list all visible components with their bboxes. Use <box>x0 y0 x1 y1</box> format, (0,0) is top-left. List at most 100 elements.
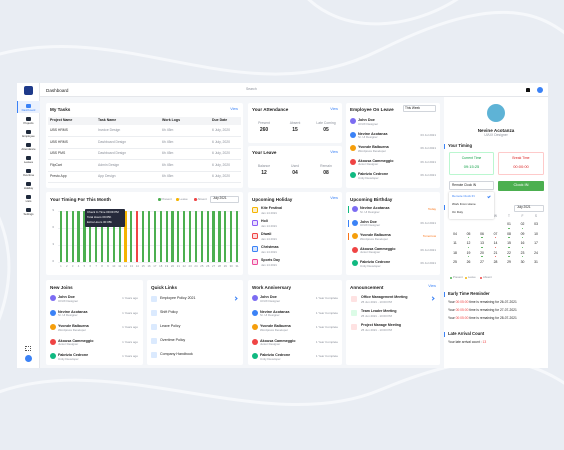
calendar-day[interactable]: 30 <box>520 260 525 264</box>
section-bar <box>444 332 445 337</box>
person-date: Tomorrow <box>422 234 436 238</box>
calendar-day[interactable]: 15 <box>507 241 511 245</box>
nav-item[interactable]: Dashboard <box>21 108 36 112</box>
nav-item[interactable]: Attendance <box>21 147 36 151</box>
view-link[interactable]: View <box>330 196 338 200</box>
day-dot <box>467 246 470 248</box>
view-link[interactable]: View <box>230 106 238 111</box>
quick-link[interactable]: Shift Policy <box>160 310 178 314</box>
person-date: 1 Years ago <box>122 296 138 300</box>
announcement-card <box>346 280 440 365</box>
calendar-day[interactable]: 23 <box>520 250 525 255</box>
calendar-day[interactable]: 16 <box>520 241 525 245</box>
clock-in-button[interactable] <box>498 180 544 191</box>
calendar-day[interactable]: 05 <box>466 231 471 236</box>
calendar-day[interactable]: 22 <box>507 250 511 255</box>
person-name: Fabrizio Cedrone <box>260 353 291 357</box>
calendar-day[interactable]: 03 <box>534 222 538 226</box>
mode-option[interactable]: Work From Home <box>452 202 476 206</box>
calendar-day[interactable]: 20 <box>480 250 484 255</box>
view-link[interactable]: View <box>330 149 338 154</box>
bar <box>230 210 233 262</box>
calendar-month[interactable]: July 2021 <box>517 205 531 209</box>
search-placeholder[interactable]: Search <box>246 87 257 91</box>
calendar-day[interactable]: 11 <box>453 241 457 245</box>
announce-title: Office Management Meeting <box>361 295 408 299</box>
bell-icon[interactable] <box>526 88 530 92</box>
x-tick-label: 18 <box>159 263 163 268</box>
calendar-day[interactable]: 21 <box>493 250 498 255</box>
bar <box>112 210 115 262</box>
nav-item[interactable]: Settings <box>23 212 34 216</box>
announce-date: 25 Jun 2021 - 10:00 PM <box>361 299 392 304</box>
nav-item[interactable]: Projects <box>23 121 34 125</box>
calendar-day[interactable]: 28 <box>493 260 498 264</box>
mode-select[interactable] <box>449 181 494 190</box>
quick-link[interactable]: Leave Policy <box>160 324 181 328</box>
person-role: UI/UX Designer <box>358 121 379 126</box>
month-value[interactable]: July 2021 <box>213 196 227 200</box>
calendar-day[interactable]: 24 <box>534 250 538 255</box>
holiday-icon <box>252 246 258 252</box>
person-name: John Doe <box>358 118 375 122</box>
bar <box>118 210 121 262</box>
calendar-day[interactable]: 13 <box>480 241 484 245</box>
calendar-day[interactable]: 26 <box>466 260 471 264</box>
month-select[interactable] <box>514 204 544 212</box>
nav-item[interactable]: Employee <box>22 134 35 138</box>
month-select[interactable] <box>210 195 239 203</box>
nav-item[interactable]: Lists <box>25 199 32 203</box>
calendar-day[interactable]: 25 <box>453 260 457 264</box>
calendar-day[interactable]: 29 <box>507 260 511 264</box>
quick-link[interactable]: Company Handbook <box>160 352 193 356</box>
calendar-day[interactable]: 31 <box>534 260 538 264</box>
person-date: 1 Years ago <box>122 354 138 358</box>
clock-in-label[interactable]: Clock IN <box>513 182 529 187</box>
link-icon <box>151 310 157 316</box>
person-role: Junior Designer <box>58 342 79 346</box>
calendar-day[interactable]: 18 <box>453 250 457 255</box>
nav-item[interactable]: Leaves <box>23 160 34 164</box>
day-dot <box>481 246 483 248</box>
calendar-day[interactable]: 17 <box>534 241 538 245</box>
bar <box>218 210 221 262</box>
calendar-day[interactable]: 07 <box>493 231 498 236</box>
mode-option[interactable]: Remote Clock IN <box>452 194 475 198</box>
x-tick-label: 1 <box>60 263 62 268</box>
reminder-suffix: time is remaining for 26-07-2021 <box>469 300 517 304</box>
announce-date: 25 Jun 2021 - 10:00 PM <box>361 313 392 318</box>
topbar <box>40 83 548 97</box>
calendar-day[interactable]: 04 <box>453 231 457 236</box>
person-name: Fabrizio Cedrone <box>360 260 391 264</box>
mode-option[interactable]: On Duty <box>452 210 464 214</box>
calendar-day[interactable]: 12 <box>466 241 471 245</box>
calendar-day[interactable]: 14 <box>493 241 498 245</box>
view-link[interactable]: View <box>428 284 436 288</box>
table-cell: UBS PMS <box>50 151 66 155</box>
quick-link[interactable]: Employee Policy 2021 <box>160 296 196 300</box>
stat-label: Absent <box>289 121 301 125</box>
page-title: Dashboard <box>46 87 69 93</box>
calendar-day[interactable]: 01 <box>507 222 511 226</box>
quick-link[interactable]: Overtime Policy <box>160 338 186 342</box>
calendar-day[interactable]: 09 <box>520 231 525 236</box>
bar <box>83 210 86 262</box>
nav-item[interactable]: Overtime <box>22 173 35 177</box>
calendar-day[interactable]: 02 <box>520 222 525 226</box>
link-icon <box>151 324 157 330</box>
filter-value[interactable]: This Week <box>405 105 420 110</box>
calendar-day[interactable]: 06 <box>480 231 484 236</box>
filter-select[interactable] <box>403 105 436 112</box>
calendar-day[interactable]: 27 <box>480 260 484 264</box>
user-icon[interactable] <box>537 87 543 93</box>
calendar-day[interactable]: 08 <box>507 231 511 236</box>
view-link[interactable]: View <box>330 106 338 111</box>
calendar-day[interactable]: 10 <box>534 231 538 236</box>
announce-icon <box>351 324 357 330</box>
reminder-prefix: Your <box>448 308 455 312</box>
nav-item[interactable]: Holiday <box>23 186 34 190</box>
calendar-day[interactable]: 19 <box>466 250 471 255</box>
break-label: Break Time <box>512 156 530 160</box>
stat-value: 12 <box>261 170 267 176</box>
mode-value[interactable]: Remote Clock IN <box>452 182 477 187</box>
